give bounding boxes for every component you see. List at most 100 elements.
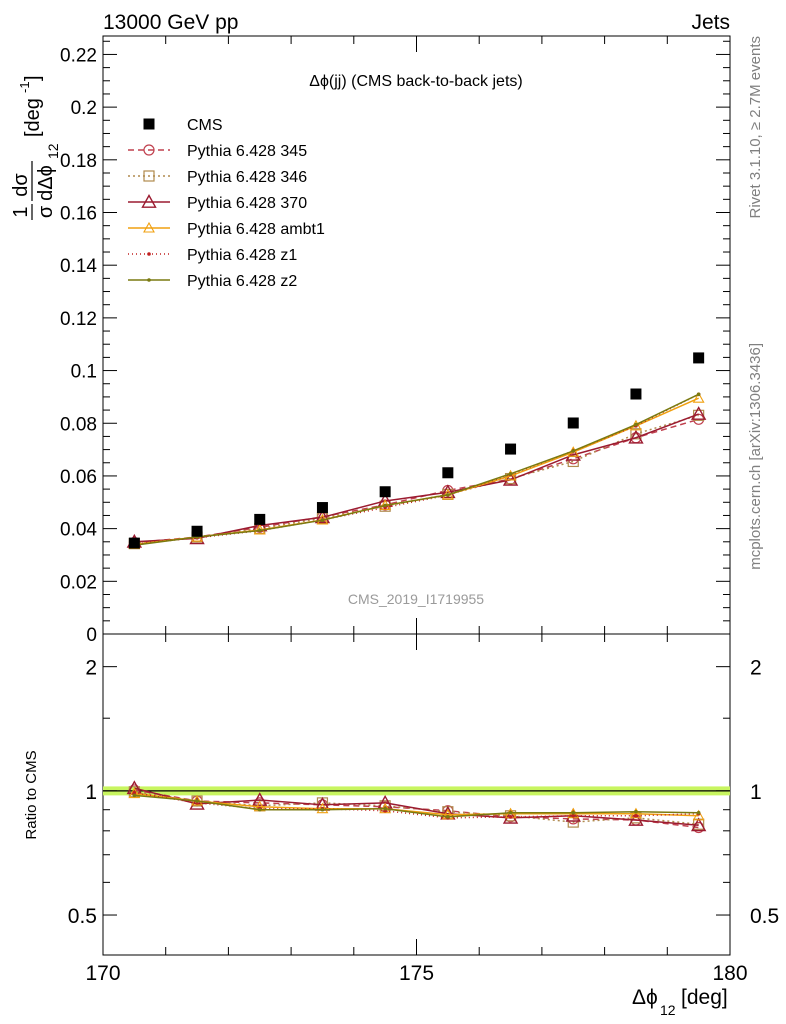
- legend-label: Pythia 6.428 ambt1: [187, 221, 325, 238]
- rivet-label: Rivet 3.1.10, ≥ 2.7M events: [747, 36, 764, 219]
- ratio-series-point: [571, 810, 576, 815]
- main-series-point: [571, 449, 576, 453]
- ratio-series-point: [128, 787, 141, 799]
- main-series-point: [692, 392, 705, 403]
- ratio-series-point: [571, 813, 576, 818]
- ratio-series-point: [132, 793, 137, 798]
- legend-label: Pythia 6.428 345: [187, 143, 307, 160]
- main-y-axis-label: 1 σ dσ dΔϕ 12 [deg -1 ]: [10, 75, 61, 220]
- category-label: Jets: [691, 11, 730, 34]
- cms-data-point: [254, 513, 266, 525]
- cms-data-point: [630, 388, 642, 400]
- ratio-series-point: [320, 807, 325, 812]
- ratio-series-point: [634, 813, 638, 818]
- main-ytick-label: 0.04: [60, 520, 97, 541]
- legend: CMS Pythia 6.428 345 Pythia 6.428 346 Pythi…: [128, 117, 325, 290]
- cms-data-point: [505, 443, 517, 455]
- main-ytick-label: 0.1: [71, 362, 97, 383]
- main-series-point: [440, 484, 456, 499]
- main-series-point: [383, 503, 387, 508]
- legend-marker-cms: [143, 118, 155, 130]
- main-series-line: [134, 397, 699, 546]
- main-ytick-label: 0.12: [60, 309, 97, 330]
- main-series-line: [134, 418, 699, 544]
- legend-label: Pythia 6.428 z2: [187, 273, 297, 290]
- main-ytick-label: 0.02: [60, 572, 97, 593]
- cms-data-point: [442, 467, 454, 479]
- ratio-series-point: [316, 802, 329, 814]
- ratio-series-point: [195, 799, 199, 803]
- main-series-line: [134, 393, 699, 546]
- ratio-series-point: [446, 815, 450, 819]
- ylabel-d-den: dΔϕ: [35, 165, 57, 201]
- ratio-series-point: [132, 790, 137, 795]
- cms-data-point: [191, 525, 203, 537]
- ratio-ytick-label-left: 2: [85, 657, 97, 680]
- main-series-line: [134, 413, 699, 543]
- main-series-line: [134, 393, 699, 545]
- legend-label: Pythia 6.428 370: [187, 195, 307, 212]
- main-series-point: [634, 422, 638, 427]
- ratio-xtick-label: 175: [399, 962, 434, 985]
- ratio-series-line: [134, 787, 699, 827]
- ratio-series-point: [634, 809, 638, 814]
- main-series-point: [320, 518, 325, 522]
- ratio-series-point: [189, 795, 205, 810]
- ratio-ytick-label-left: 1: [85, 781, 97, 804]
- main-ytick-label: 0.2: [71, 98, 97, 119]
- legend-marker: [143, 144, 155, 156]
- ratio-ytick-label-right: 0.5: [750, 905, 779, 928]
- ratio-series-point: [628, 812, 644, 826]
- xlabel-main: Δϕ: [632, 986, 658, 1009]
- cms-data-point: [316, 502, 328, 514]
- legend-marker: [141, 194, 157, 208]
- legend-label: Pythia 6.428 z1: [187, 247, 297, 264]
- main-ytick-label: 0: [86, 625, 97, 646]
- legend-label: Pythia 6.428 346: [187, 169, 307, 186]
- ylabel-frac-den: σ: [35, 205, 57, 218]
- ratio-series-point: [692, 809, 705, 821]
- ratio-series-point: [252, 792, 268, 806]
- legend-marker: [147, 278, 151, 282]
- main-ytick-label: 0.14: [60, 256, 97, 277]
- ratio-series-line: [134, 794, 699, 818]
- cms-data-point: [693, 352, 705, 364]
- ratio-y-axis-label: Ratio to CMS: [23, 750, 40, 839]
- ylabel-sub: 12: [45, 143, 61, 159]
- main-ytick-label: 0.06: [60, 467, 97, 488]
- xlabel-sub: 12: [660, 1002, 676, 1018]
- ratio-series-point: [696, 810, 701, 815]
- legend-marker: [147, 252, 151, 256]
- ratio-series-point: [630, 807, 642, 819]
- ylabel-d-num: dσ: [10, 173, 32, 197]
- main-series-point: [690, 406, 707, 420]
- ratio-ytick-label-right: 2: [750, 657, 762, 680]
- ylabel-unit: [deg: [22, 98, 44, 137]
- main-series-point: [630, 428, 642, 440]
- main-series-point: [502, 471, 519, 486]
- ylabel-unit-close: ]: [22, 75, 44, 81]
- ratio-series-point: [690, 817, 707, 832]
- mcplots-label: mcplots.cern.ch [arXiv:1306.3436]: [747, 343, 764, 570]
- cms-data-point: [567, 417, 579, 429]
- ylabel-frac-num: 1: [10, 206, 32, 217]
- ratio-series-point: [383, 806, 387, 811]
- main-series-point: [628, 429, 644, 444]
- main-plot-title: Δϕ(jj) (CMS back-to-back jets): [309, 73, 522, 90]
- main-ytick-label: 0.16: [60, 204, 97, 225]
- main-ytick-label: 0.08: [60, 414, 97, 435]
- cms-data-point: [128, 537, 140, 549]
- legend-label-cms: CMS: [187, 117, 223, 134]
- analysis-watermark: CMS_2019_I1719955: [348, 591, 484, 607]
- main-series-point: [696, 392, 701, 397]
- xlabel-unit: [deg]: [681, 986, 728, 1009]
- main-series-point: [314, 509, 331, 524]
- ratio-xtick-label: 170: [85, 962, 120, 985]
- ratio-ytick-label-left: 0.5: [68, 905, 97, 928]
- legend-marker: [143, 221, 155, 233]
- ratio-series-point: [257, 807, 262, 812]
- collision-label: 13000 GeV pp: [103, 11, 238, 34]
- ratio-series-point: [508, 815, 513, 819]
- ylabel-unit-sup: -1: [17, 81, 32, 93]
